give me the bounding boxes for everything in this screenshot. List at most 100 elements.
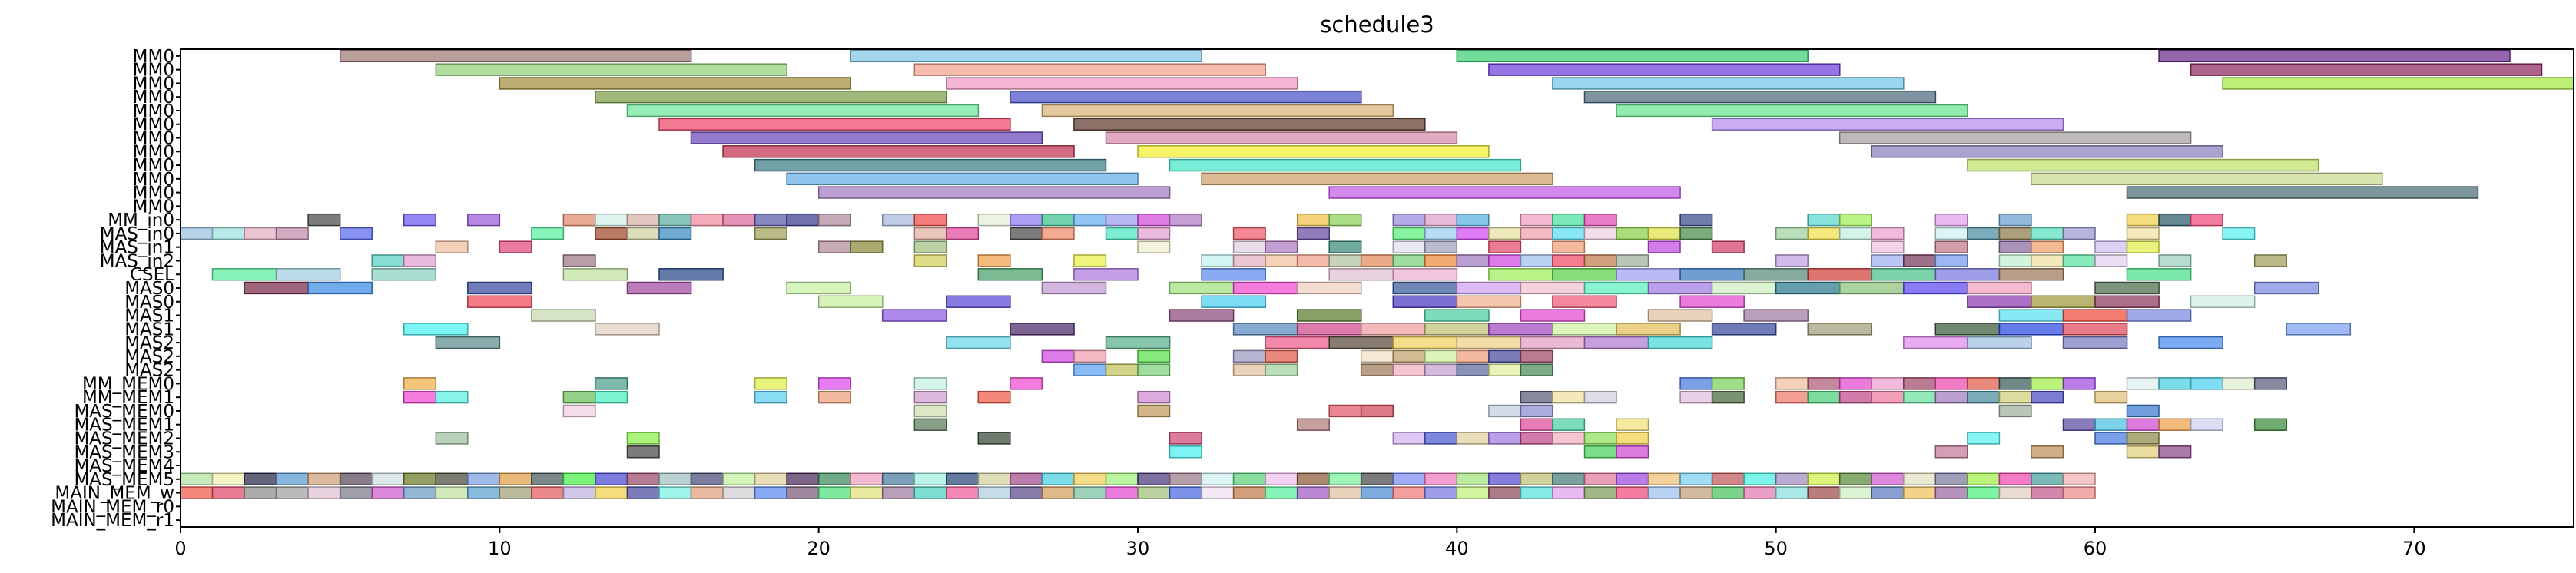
task-bar [626,227,660,240]
task-bar [1520,349,1553,363]
task-bar [595,213,628,227]
y-tick-label: MM0 [133,47,174,67]
task-bar [1041,486,1075,499]
task-bar [1201,295,1266,308]
task-bar [1137,213,1171,227]
task-bar [913,213,947,227]
y-tick-label: MM0 [133,156,174,176]
task-bar [562,268,628,281]
y-tick-label: MM0 [133,184,174,204]
task-bar [2062,418,2096,431]
task-bar [403,486,436,499]
task-bar [1743,309,1809,322]
task-bar [531,227,565,240]
task-bar [626,213,660,227]
x-tick-label: 0 [174,538,186,559]
task-bar [1934,323,2001,336]
task-bar [2094,295,2160,308]
task-bar [499,486,532,499]
task-bar [658,268,724,281]
task-bar [435,390,469,404]
task-bar [1169,472,1202,485]
task-bar [1647,281,1713,295]
task-bar [1041,472,1075,485]
task-bar [1296,227,1330,240]
task-bar [1903,336,1968,349]
task-bar [1552,254,1586,267]
task-bar [1871,268,1937,281]
task-bar [1520,486,1553,499]
y-tick-label: MM0 [133,115,174,135]
task-bar [1647,227,1681,240]
task-bar [913,486,947,499]
task-bar [467,213,501,227]
task-bar [1967,472,2001,485]
task-bar [1169,486,1202,499]
task-bar [1934,268,2001,281]
task-bar [1520,213,1553,227]
task-bar [1265,240,1298,253]
task-bar [1520,418,1553,431]
task-bar [499,240,532,253]
task-bar [1392,432,1426,445]
task-bar [2062,309,2128,322]
task-bar [881,309,947,322]
task-bar [1137,472,1171,485]
task-bar [1456,486,1490,499]
task-bar [1711,390,1745,404]
task-bar [690,472,724,485]
task-bar [1232,254,1266,267]
task-bar [403,323,469,336]
task-bar [1775,254,1809,267]
task-bar [1934,486,1968,499]
task-bar [1137,349,1171,363]
task-bar [754,227,787,240]
task-bar [913,404,947,418]
task-bar [1616,254,1649,267]
task-bar [2126,213,2160,227]
task-bar [754,390,787,404]
task-bar [1903,281,1968,295]
task-bar [786,172,1139,186]
task-bar [2222,77,2574,90]
task-bar [1137,145,1490,158]
task-bar [754,472,787,485]
task-bar [1679,472,1713,485]
task-bar [1328,213,1362,227]
task-bar [881,486,915,499]
task-bar [403,254,436,267]
task-bar [2126,309,2192,322]
task-bar [211,268,277,281]
task-bar [946,472,980,485]
task-bar [1998,240,2032,253]
task-bar [562,254,596,267]
task-bar [2031,472,2064,485]
task-bar [1552,227,1586,240]
task-bar [1903,472,1937,485]
y-tick-label: MAS_MEM1 [74,416,174,436]
task-bar [722,145,1075,158]
task-bar [817,295,884,308]
task-bar [1647,472,1681,485]
task-bar [1871,145,2223,158]
bars-layer [180,49,2574,499]
task-bar [2126,404,2160,418]
task-bar [1137,227,1171,240]
task-bar [2158,254,2192,267]
task-bar [2031,254,2064,267]
task-bar [1265,254,1298,267]
task-bar [2126,240,2160,253]
task-bar [1169,158,1522,172]
task-bar [1583,445,1617,459]
task-bar [1967,227,2001,240]
task-bar [1998,227,2032,240]
task-bar [595,227,628,240]
task-bar [1296,472,1330,485]
task-bar [1360,349,1394,363]
task-bar [1520,404,1553,418]
task-bar [1838,377,1872,390]
task-bar [1360,254,1394,267]
y-tick-label: MAIN_MEM_r1 [51,511,174,531]
y-tick-label: MM0 [133,101,174,121]
y-tick-label: MM_in0 [108,210,174,230]
